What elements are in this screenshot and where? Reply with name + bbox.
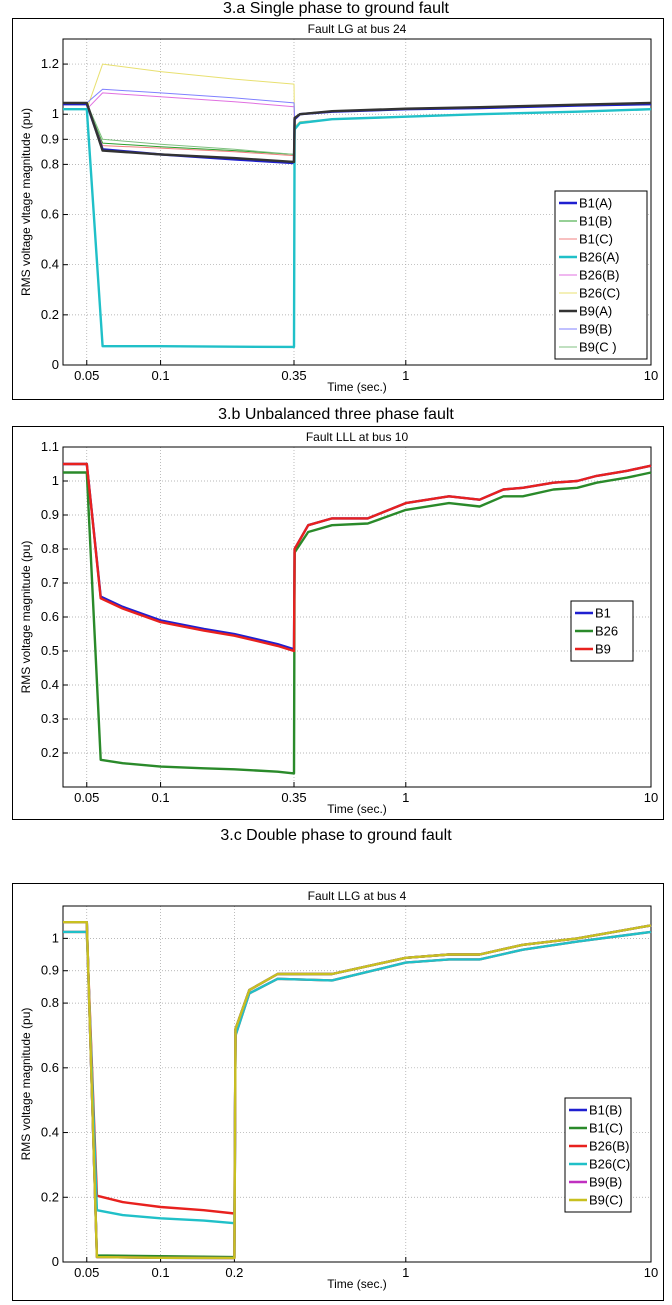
y-tick-label: 0.8 <box>41 156 59 171</box>
x-tick-label: 1 <box>402 1265 409 1280</box>
legend-label: B26(A) <box>579 250 619 265</box>
x-tick-label: 10 <box>644 368 658 383</box>
y-tick-label: 0.3 <box>41 711 59 726</box>
chart-title: Fault LG at bus 24 <box>308 22 407 36</box>
y-tick-label: 0.9 <box>41 963 59 978</box>
plot-frame <box>62 38 652 366</box>
x-tick-label: 1 <box>402 790 409 805</box>
y-tick-label: 0 <box>52 357 59 372</box>
chart-lg-svg: Fault LG at bus 24 0 0.2 0.4 0.6 0.8 0.9 1 1.2 0.… <box>19 22 658 394</box>
legend-label: B9(B) <box>579 322 612 337</box>
plot-frame <box>62 905 652 1263</box>
y-tick-label: 1.2 <box>41 56 59 71</box>
legend-label: B9(B) <box>589 1175 622 1190</box>
x-tick-label: 0.05 <box>74 790 99 805</box>
y-tick-label: 0.5 <box>41 643 59 658</box>
x-tick-label: 0.1 <box>152 368 170 383</box>
y-tick-label: 0.6 <box>41 1060 59 1075</box>
legend-label: B26(C) <box>589 1157 630 1172</box>
caption-3a: 3.a Single phase to ground fault <box>223 0 449 17</box>
series-line-b9b <box>63 88 652 119</box>
y-tick-label: 0.7 <box>41 575 59 590</box>
x-tick-label: 1 <box>402 368 409 383</box>
y-tick-label: 1 <box>52 106 59 121</box>
x-axis-label: Time (sec.) <box>327 380 387 394</box>
x-axis-label: Time (sec.) <box>327 802 387 816</box>
chart-panel-lll: Fault LLL at bus 10 0.2 0.3 0.4 0.5 0.6 0.7 0.8… <box>12 426 664 820</box>
chart-lll-svg: Fault LLL at bus 10 0.2 0.3 0.4 0.5 0.6 0.7 0.8… <box>19 430 658 816</box>
x-tick-label: 10 <box>644 790 658 805</box>
y-tick-label: 0.8 <box>41 995 59 1010</box>
legend-label: B9(C ) <box>579 340 617 355</box>
y-tick-label: 0.4 <box>41 257 59 272</box>
y-tick-label: 0.2 <box>41 307 59 322</box>
caption-3b: 3.b Unbalanced three phase fault <box>218 406 454 423</box>
y-tick-label: 0.2 <box>41 1189 59 1204</box>
caption-3c: 3.c Double phase to ground fault <box>220 827 452 844</box>
x-tick-label: 10 <box>644 1265 658 1280</box>
series-line-b26 <box>63 471 652 775</box>
x-axis-label: Time (sec.) <box>327 1277 387 1291</box>
series-line-b9a <box>63 101 652 164</box>
x-tick-label: 0.1 <box>152 1265 170 1280</box>
chart-panel-lg: Fault LG at bus 24 0 0.2 0.4 0.6 0.8 0.9 1 1.2 0.… <box>12 18 664 400</box>
y-tick-label: 1.1 <box>41 439 59 454</box>
y-tick-label: 0.4 <box>41 1125 59 1140</box>
y-tick-label: 1 <box>52 473 59 488</box>
y-tick-label: 0.8 <box>41 541 59 556</box>
legend-label: B26(C) <box>579 286 620 301</box>
legend-label: B1 <box>595 606 611 621</box>
y-tick-label: 0.9 <box>41 131 59 146</box>
x-tick-label: 0.05 <box>74 368 99 383</box>
legend-label: B1(A) <box>579 196 612 211</box>
y-tick-label: 0 <box>52 1254 59 1269</box>
legend-box <box>564 1097 632 1213</box>
y-axis-label: RMS voltage magnitude (pu) <box>19 1008 33 1161</box>
legend-label: B26 <box>595 624 618 639</box>
series-line-b9 <box>63 462 652 653</box>
legend-label: B1(B) <box>579 214 612 229</box>
chart-panel-llg: Fault LLG at bus 4 0 0.2 0.4 0.6 0.8 0.9 1 0.05 0… <box>12 883 664 1301</box>
series-line-b9b <box>63 921 652 1260</box>
chart-title: Fault LLL at bus 10 <box>306 430 409 444</box>
y-tick-label: 0.9 <box>41 507 59 522</box>
legend-label: B26(B) <box>589 1139 629 1154</box>
series-line-b9c <box>63 921 652 1260</box>
y-tick-label: 0.2 <box>41 745 59 760</box>
x-tick-label: 0.1 <box>152 790 170 805</box>
x-tick-label: 0.35 <box>281 790 306 805</box>
legend-label: B1(C) <box>579 232 613 247</box>
series-line-b1b <box>63 921 652 1260</box>
y-tick-label: 0.4 <box>41 677 59 692</box>
legend-label: B1(B) <box>589 1103 622 1118</box>
x-tick-label: 0.2 <box>225 1265 243 1280</box>
legend-label: B9(A) <box>579 304 612 319</box>
y-axis-label: RMS voltage vltage magnitude (pu) <box>19 108 33 296</box>
y-tick-label: 1 <box>52 930 59 945</box>
legend-label: B9 <box>595 642 611 657</box>
legend-label: B1(C) <box>589 1121 623 1136</box>
legend-label: B26(B) <box>579 268 619 283</box>
x-tick-label: 0.05 <box>74 1265 99 1280</box>
chart-title: Fault LLG at bus 4 <box>308 889 407 903</box>
chart-llg-svg: Fault LLG at bus 4 0 0.2 0.4 0.6 0.8 0.9 1 0.05 0… <box>19 889 658 1291</box>
y-axis-label: RMS voltage magnitude (pu) <box>19 541 33 694</box>
y-tick-label: 0.6 <box>41 207 59 222</box>
series-line-b1 <box>63 462 652 651</box>
x-tick-label: 0.35 <box>281 368 306 383</box>
legend-label: B9(C) <box>589 1193 623 1208</box>
y-tick-label: 0.6 <box>41 609 59 624</box>
series-line-b26c <box>63 930 652 1225</box>
